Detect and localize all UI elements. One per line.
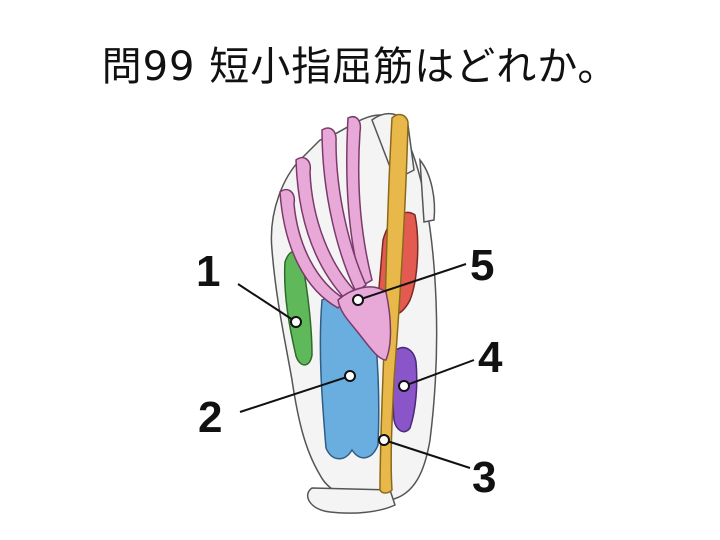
leader-line-3 — [383, 439, 471, 469]
leader-lines — [237, 263, 475, 469]
label-3: 3 — [472, 453, 496, 502]
marker-dot-3 — [378, 434, 390, 446]
marker-dot-2 — [344, 370, 356, 382]
marker-dot-5 — [352, 294, 364, 306]
leader-line-5 — [357, 263, 467, 301]
marker-dot-1 — [290, 316, 302, 328]
leader-line-1 — [237, 283, 297, 323]
marker-dot-4 — [398, 380, 410, 392]
marker-dots — [290, 294, 410, 446]
label-5: 5 — [470, 241, 494, 290]
label-4: 4 — [478, 333, 503, 382]
label-2: 2 — [198, 393, 222, 442]
pink-tendons — [279, 116, 392, 361]
leader-line-4 — [403, 359, 475, 387]
label-1: 1 — [196, 247, 220, 296]
leader-line-2 — [239, 375, 351, 413]
question-title: 問99 短小指屈筋はどれか。 — [101, 44, 619, 90]
